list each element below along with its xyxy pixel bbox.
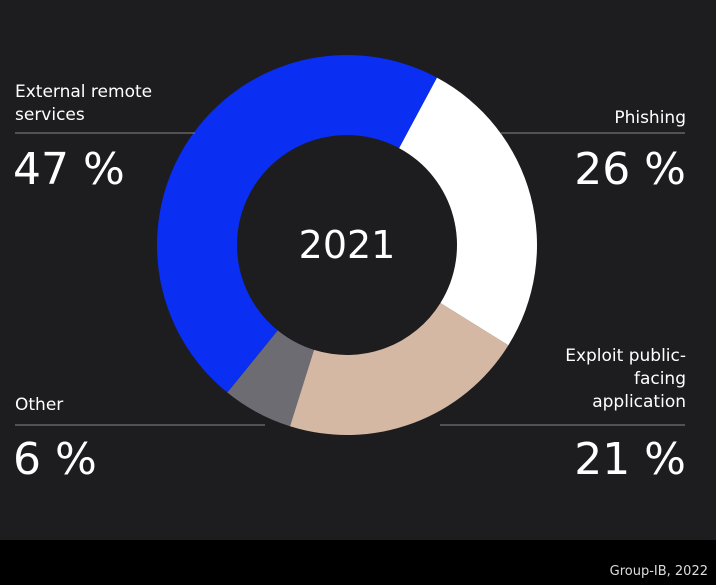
donut-slice — [290, 303, 509, 435]
source: Group-IB, 2022 — [609, 564, 708, 579]
center-label: 2021 — [298, 223, 396, 267]
category-label: Other — [15, 395, 64, 415]
value-label: 26 % — [574, 144, 686, 195]
category-label: Phishing — [614, 108, 686, 128]
value-label: 21 % — [574, 434, 686, 485]
donut-slice — [227, 330, 315, 427]
donut-slice — [156, 54, 437, 393]
value-label: 47 % — [13, 144, 125, 195]
donut-slice — [399, 77, 537, 346]
category-label: External remote services — [15, 82, 153, 125]
category-label: Exploit public-facing application — [565, 346, 686, 412]
value-label: 6 % — [13, 434, 97, 485]
chart — [15, 54, 685, 435]
